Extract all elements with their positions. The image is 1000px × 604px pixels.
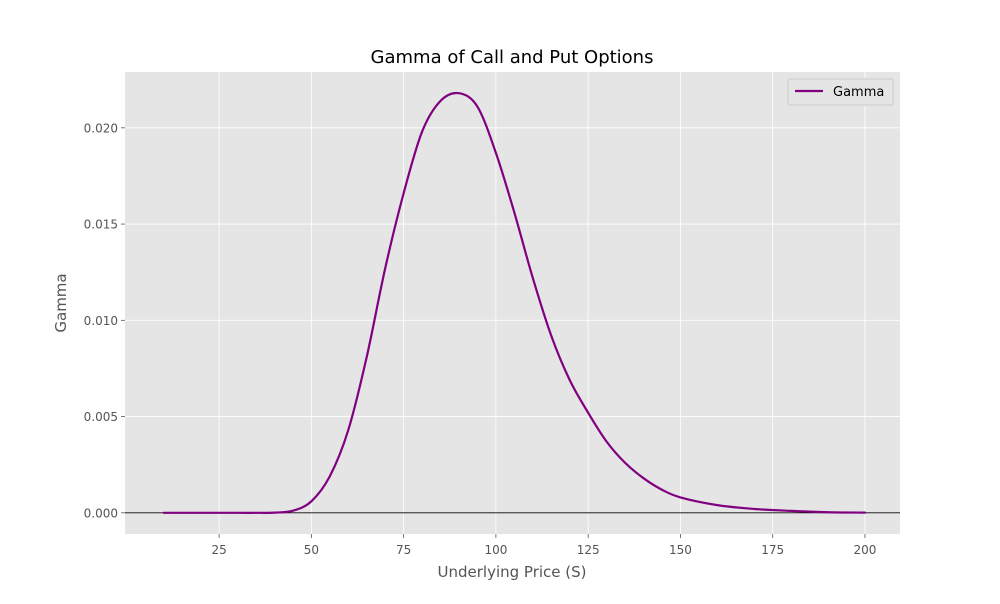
x-tick-label: 75 xyxy=(396,543,411,557)
chart-title: Gamma of Call and Put Options xyxy=(371,47,654,68)
x-tick-label: 50 xyxy=(304,543,319,557)
x-tick-label: 25 xyxy=(211,543,226,557)
y-tick-label: 0.010 xyxy=(84,314,118,328)
x-tick-label: 200 xyxy=(853,543,876,557)
y-tick-label: 0.000 xyxy=(84,506,118,520)
y-axis-ticks: 0.000 0.005 0.010 0.015 0.020 xyxy=(84,121,125,520)
x-tick-label: 175 xyxy=(761,543,784,557)
legend: Gamma xyxy=(787,78,894,106)
x-tick-label: 150 xyxy=(669,543,692,557)
x-axis-label: Underlying Price (S) xyxy=(438,563,587,581)
x-axis-ticks: 25 50 75 100 125 150 175 200 xyxy=(211,534,876,557)
plot-background xyxy=(125,72,900,534)
y-tick-label: 0.020 xyxy=(84,121,118,135)
series-line-gamma xyxy=(162,91,867,514)
legend-label-gamma: Gamma xyxy=(833,85,884,100)
legend-box xyxy=(787,78,894,106)
y-axis-label: Gamma xyxy=(52,273,70,332)
x-tick-label: 125 xyxy=(577,543,600,557)
x-tick-label: 100 xyxy=(484,543,507,557)
y-tick-label: 0.015 xyxy=(84,218,118,232)
y-tick-label: 0.005 xyxy=(84,410,118,424)
